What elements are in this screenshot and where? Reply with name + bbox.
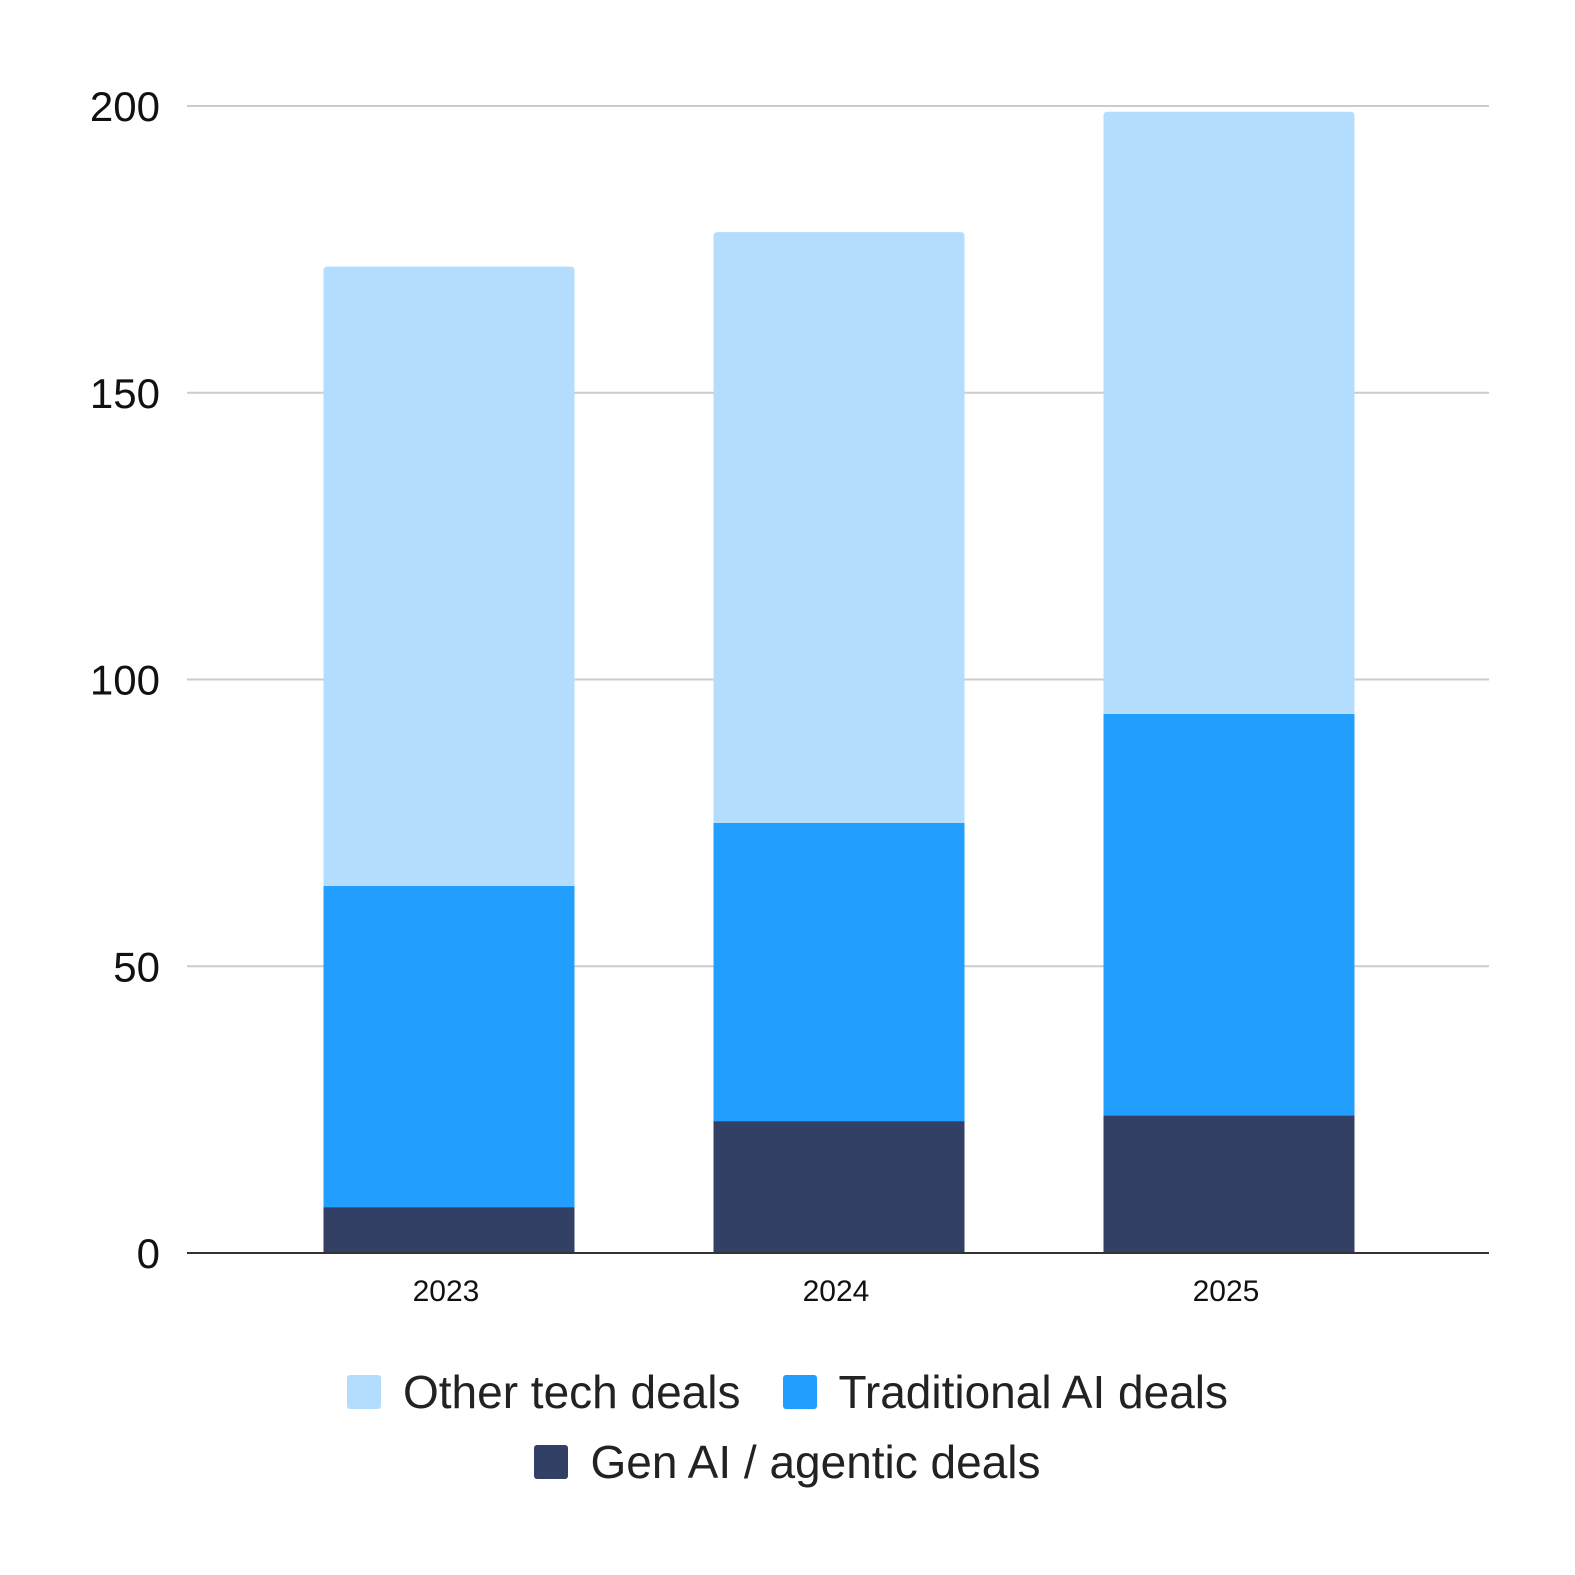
bar-segment-gen-ai-agentic-deals-2025: [1103, 1115, 1355, 1253]
bar-segment-other-tech-deals-2025: [1103, 111, 1355, 714]
y-tick-label: 150: [90, 370, 160, 417]
legend-swatch-traditional-ai: [782, 1375, 817, 1409]
y-tick-label: 100: [90, 657, 160, 704]
bar-segment-gen-ai-agentic-deals-2024: [713, 1121, 965, 1253]
legend-item-traditional-ai[interactable]: Traditional AI deals: [782, 1365, 1229, 1419]
bar-segment-traditional-ai-deals-2024: [713, 822, 965, 1122]
bar-segment-other-tech-deals-2024: [713, 232, 965, 823]
y-tick-label: 200: [90, 83, 160, 130]
legend-label: Gen AI / agentic deals: [590, 1436, 1041, 1488]
legend-label: Traditional AI deals: [838, 1366, 1229, 1418]
x-tick-label: 2024: [803, 1275, 870, 1308]
x-tick-label: 2023: [413, 1275, 480, 1308]
legend-row-1: Other tech deals Traditional AI deals: [0, 1365, 1575, 1419]
y-tick-label: 50: [113, 943, 160, 990]
legend-row-2: Gen AI / agentic deals: [0, 1435, 1575, 1489]
x-tick-label: 2025: [1193, 1275, 1260, 1308]
y-tick-label: 0: [137, 1230, 160, 1277]
bar-segment-gen-ai-agentic-deals-2023: [323, 1207, 575, 1253]
bar-segment-traditional-ai-deals-2025: [1103, 713, 1355, 1116]
legend-label: Other tech deals: [402, 1366, 741, 1418]
legend-item-gen-ai[interactable]: Gen AI / agentic deals: [534, 1435, 1041, 1489]
bar-segment-other-tech-deals-2023: [323, 266, 575, 886]
legend-swatch-other-tech: [346, 1375, 381, 1409]
bar-segment-traditional-ai-deals-2023: [323, 885, 575, 1208]
legend-item-other-tech[interactable]: Other tech deals: [346, 1365, 741, 1419]
legend-swatch-gen-ai: [534, 1445, 569, 1479]
